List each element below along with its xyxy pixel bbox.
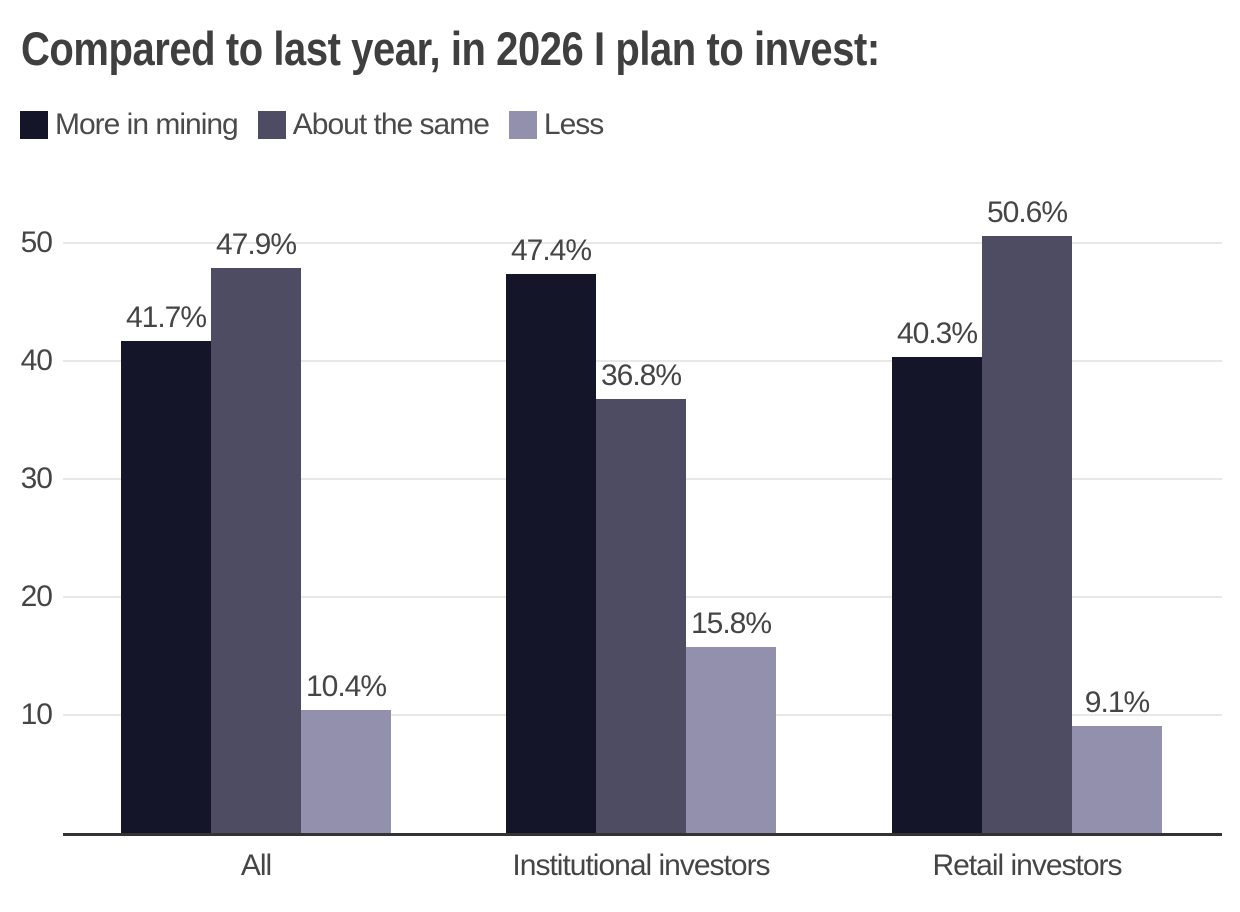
x-axis-category-label: All bbox=[240, 849, 272, 882]
bar-value-label: 41.7% bbox=[125, 300, 207, 334]
bar-about-the-same-retail-investors bbox=[982, 235, 1072, 833]
bar-value-label: 50.6% bbox=[986, 195, 1068, 229]
bar-more-in-mining-all bbox=[121, 340, 211, 833]
y-axis-tick-label: 40 bbox=[20, 344, 53, 377]
legend-swatch-icon bbox=[20, 111, 48, 139]
bar-less-retail-investors bbox=[1072, 725, 1162, 833]
legend-label: About the same bbox=[292, 108, 490, 141]
legend-label: More in mining bbox=[55, 108, 239, 141]
chart-title: Compared to last year, in 2026 I plan to… bbox=[21, 22, 880, 75]
bar-less-all bbox=[301, 710, 391, 833]
y-axis-tick-label: 30 bbox=[20, 462, 53, 495]
plot-area: 10 20 30 40 50 All 41.7% 47.9% 10.4% Institutiona… bbox=[21, 197, 1222, 881]
x-axis-line bbox=[63, 833, 1222, 836]
y-axis-tick-label: 50 bbox=[20, 226, 53, 259]
bar-value-label: 36.8% bbox=[600, 358, 682, 392]
bar-value-label: 10.4% bbox=[305, 670, 387, 704]
legend-swatch-icon bbox=[257, 111, 286, 139]
gridline-40 bbox=[63, 360, 1222, 362]
legend-label: Less bbox=[543, 108, 604, 141]
legend: More in mining About the same Less bbox=[20, 108, 604, 141]
bar-value-label: 15.8% bbox=[690, 606, 772, 640]
x-axis-category-label: Retail investors bbox=[932, 849, 1122, 882]
legend-item-about-the-same: About the same bbox=[257, 108, 490, 141]
bar-value-label: 9.1% bbox=[1084, 685, 1150, 719]
gridline-50 bbox=[63, 242, 1222, 244]
bar-more-in-mining-institutional-investors bbox=[506, 273, 596, 833]
bar-about-the-same-all bbox=[211, 267, 301, 833]
bar-value-label: 47.9% bbox=[215, 227, 297, 261]
y-axis-tick-label: 20 bbox=[20, 580, 53, 613]
legend-swatch-icon bbox=[508, 111, 537, 139]
bar-value-label: 40.3% bbox=[896, 317, 978, 351]
bar-more-in-mining-retail-investors bbox=[892, 357, 982, 833]
bar-about-the-same-institutional-investors bbox=[596, 398, 686, 833]
legend-item-more-in-mining: More in mining bbox=[20, 108, 239, 141]
legend-item-less: Less bbox=[508, 108, 604, 141]
y-axis-tick-label: 10 bbox=[20, 698, 53, 731]
x-axis-category-label: Institutional investors bbox=[512, 849, 770, 882]
bar-less-institutional-investors bbox=[686, 646, 776, 833]
bar-value-label: 47.4% bbox=[510, 233, 592, 267]
